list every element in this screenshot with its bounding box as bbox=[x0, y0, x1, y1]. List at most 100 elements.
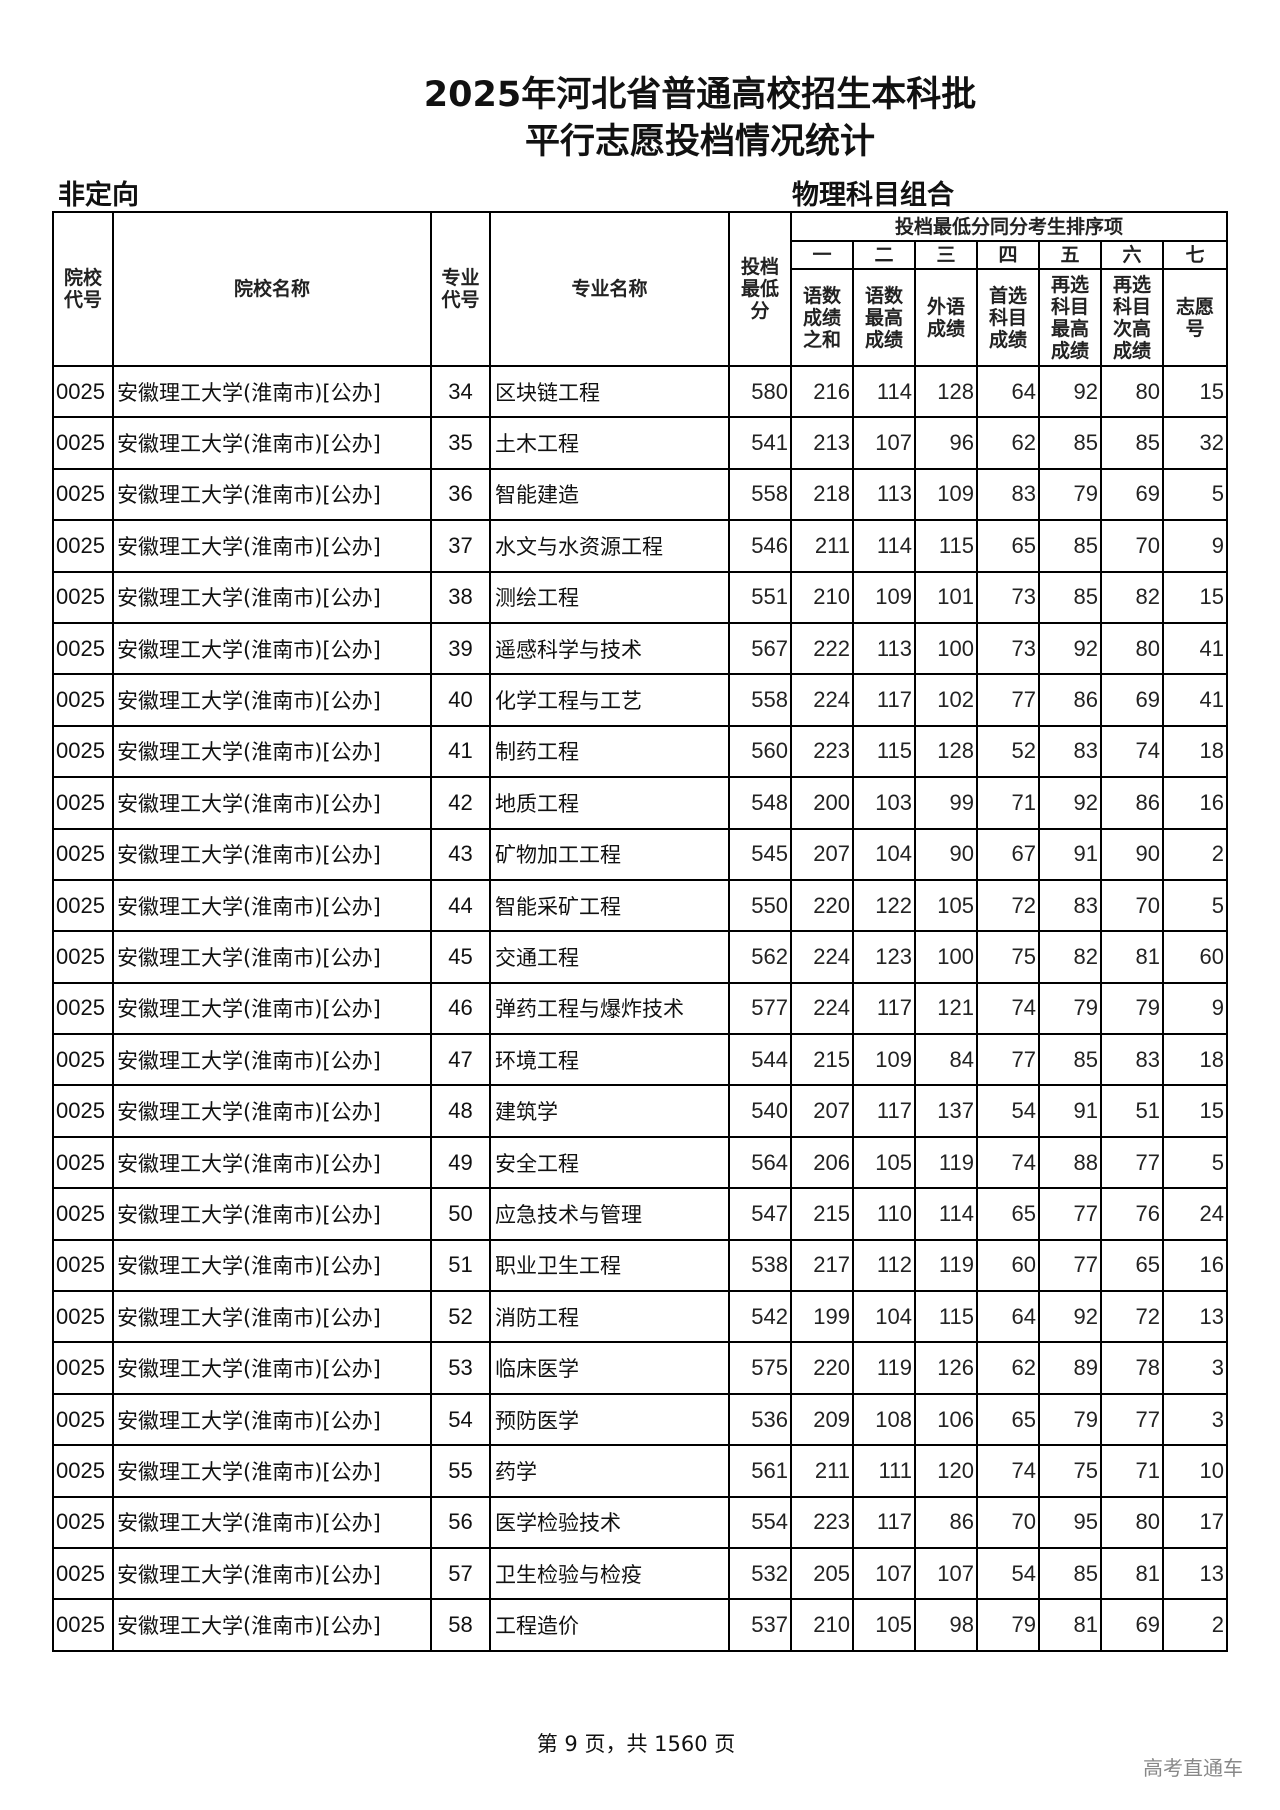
cell-major-code: 37 bbox=[430, 519, 491, 573]
cell-reselect-highest: 92 bbox=[1038, 776, 1102, 830]
cell-min-score: 548 bbox=[728, 776, 792, 830]
header-tiebreak-number: 二 bbox=[852, 240, 916, 270]
cell-major-code: 35 bbox=[430, 416, 491, 470]
cell-major-name: 预防医学 bbox=[489, 1392, 730, 1447]
header-item-row: 语数成绩之和 语数最高成绩 外语成绩 首选科目成绩 再选科目最高成绩 再选科目次高成绩 志愿… bbox=[53, 268, 1228, 367]
cell-score-sum-chinese-math: 211 bbox=[790, 519, 854, 573]
cell-first-choice-subject: 62 bbox=[976, 416, 1040, 470]
cell-foreign-language: 101 bbox=[914, 570, 978, 624]
cell-school-code: 0025 bbox=[52, 1495, 114, 1549]
table-row: 0025 安徽理工大学(淮南市)[公办] 42 地质工程 548 200 103 99 71 92… bbox=[52, 776, 1228, 830]
table-row: 0025 安徽理工大学(淮南市)[公办] 46 弹药工程与爆炸技术 577 224 117 1… bbox=[52, 981, 1228, 1036]
cell-preference-number: 15 bbox=[1162, 1084, 1228, 1138]
cell-min-score: 575 bbox=[728, 1341, 792, 1395]
cell-major-code: 55 bbox=[430, 1444, 491, 1498]
cell-reselect-second: 72 bbox=[1100, 1290, 1164, 1344]
cell-reselect-highest: 79 bbox=[1038, 981, 1102, 1036]
cell-major-name: 土木工程 bbox=[489, 416, 730, 470]
cell-school-code: 0025 bbox=[52, 827, 114, 881]
cell-reselect-second: 81 bbox=[1100, 930, 1164, 984]
cell-preference-number: 3 bbox=[1162, 1392, 1228, 1447]
cell-min-score: 554 bbox=[728, 1495, 792, 1549]
cell-score-sum-chinese-math: 223 bbox=[790, 1495, 854, 1549]
cell-first-choice-subject: 67 bbox=[976, 827, 1040, 881]
cell-preference-number: 16 bbox=[1162, 1238, 1228, 1293]
cell-foreign-language: 119 bbox=[914, 1135, 978, 1190]
header-tiebreak-number: 六 bbox=[1100, 240, 1164, 270]
cell-reselect-second: 77 bbox=[1100, 1392, 1164, 1447]
cell-school-name: 安徽理工大学(淮南市)[公办] bbox=[112, 621, 432, 676]
cell-score-sum-chinese-math: 217 bbox=[790, 1238, 854, 1293]
cell-min-score: 546 bbox=[728, 519, 792, 573]
cell-reselect-second: 80 bbox=[1100, 364, 1164, 419]
cell-preference-number: 41 bbox=[1162, 673, 1228, 727]
cell-first-choice-subject: 65 bbox=[976, 519, 1040, 573]
cell-major-code: 46 bbox=[430, 981, 491, 1036]
table-row: 0025 安徽理工大学(淮南市)[公办] 39 遥感科学与技术 567 222 113 100… bbox=[52, 621, 1228, 676]
cell-school-name: 安徽理工大学(淮南市)[公办] bbox=[112, 1341, 432, 1395]
cell-min-score: 558 bbox=[728, 467, 792, 522]
cell-min-score: 551 bbox=[728, 570, 792, 624]
cell-foreign-language: 100 bbox=[914, 621, 978, 676]
table-row: 0025 安徽理工大学(淮南市)[公办] 35 土木工程 541 213 107 96 62 85… bbox=[52, 416, 1228, 470]
cell-foreign-language: 126 bbox=[914, 1341, 978, 1395]
cell-major-name: 工程造价 bbox=[489, 1598, 730, 1652]
cell-first-choice-subject: 77 bbox=[976, 673, 1040, 727]
cell-max-chinese-math: 109 bbox=[852, 570, 916, 624]
cell-preference-number: 17 bbox=[1162, 1495, 1228, 1549]
cell-foreign-language: 114 bbox=[914, 1187, 978, 1241]
cell-reselect-second: 83 bbox=[1100, 1033, 1164, 1087]
page-footer: 第 9 页，共 1560 页 bbox=[536, 1732, 736, 1756]
header-tiebreak-item-label: 再选科目次高成绩 bbox=[1112, 273, 1151, 362]
watermark: 高考直通车 bbox=[1143, 1756, 1243, 1780]
cell-preference-number: 5 bbox=[1162, 878, 1228, 933]
cell-foreign-language: 137 bbox=[914, 1084, 978, 1138]
cell-school-name: 安徽理工大学(淮南市)[公办] bbox=[112, 1238, 432, 1293]
cell-major-code: 53 bbox=[430, 1341, 491, 1395]
table-row: 0025 安徽理工大学(淮南市)[公办] 51 职业卫生工程 538 217 112 119 6… bbox=[52, 1238, 1228, 1293]
cell-reselect-second: 69 bbox=[1100, 1598, 1164, 1652]
cell-reselect-second: 86 bbox=[1100, 776, 1164, 830]
cell-reselect-second: 80 bbox=[1100, 621, 1164, 676]
header-tiebreak-number: 四 bbox=[976, 240, 1040, 270]
cell-min-score: 562 bbox=[728, 930, 792, 984]
cell-first-choice-subject: 65 bbox=[976, 1392, 1040, 1447]
cell-score-sum-chinese-math: 206 bbox=[790, 1135, 854, 1190]
cell-school-code: 0025 bbox=[52, 416, 114, 470]
cell-min-score: 558 bbox=[728, 673, 792, 727]
cell-score-sum-chinese-math: 223 bbox=[790, 724, 854, 779]
cell-min-score: 540 bbox=[728, 1084, 792, 1138]
cell-major-name: 医学检验技术 bbox=[489, 1495, 730, 1549]
cell-max-chinese-math: 111 bbox=[852, 1444, 916, 1498]
cell-score-sum-chinese-math: 218 bbox=[790, 467, 854, 522]
header-tiebreak-item-label: 首选科目成绩 bbox=[988, 284, 1027, 351]
cell-max-chinese-math: 113 bbox=[852, 621, 916, 676]
cell-max-chinese-math: 113 bbox=[852, 467, 916, 522]
cell-school-name: 安徽理工大学(淮南市)[公办] bbox=[112, 1290, 432, 1344]
cell-score-sum-chinese-math: 220 bbox=[790, 1341, 854, 1395]
table-row: 0025 安徽理工大学(淮南市)[公办] 43 矿物加工工程 545 207 104 90 67… bbox=[52, 827, 1228, 881]
cell-foreign-language: 121 bbox=[914, 981, 978, 1036]
cell-school-code: 0025 bbox=[52, 1392, 114, 1447]
cell-major-name: 职业卫生工程 bbox=[489, 1238, 730, 1293]
cell-school-name: 安徽理工大学(淮南市)[公办] bbox=[112, 570, 432, 624]
cell-major-code: 42 bbox=[430, 776, 491, 830]
cell-foreign-language: 115 bbox=[914, 1290, 978, 1344]
cell-school-name: 安徽理工大学(淮南市)[公办] bbox=[112, 1187, 432, 1241]
header-tiebreak-item: 志愿号 bbox=[1162, 268, 1228, 367]
cell-score-sum-chinese-math: 207 bbox=[790, 827, 854, 881]
cell-major-name: 制药工程 bbox=[489, 724, 730, 779]
cell-major-code: 41 bbox=[430, 724, 491, 779]
cell-reselect-second: 82 bbox=[1100, 570, 1164, 624]
cell-school-code: 0025 bbox=[52, 570, 114, 624]
cell-major-name: 测绘工程 bbox=[489, 570, 730, 624]
cell-reselect-second: 65 bbox=[1100, 1238, 1164, 1293]
cell-first-choice-subject: 52 bbox=[976, 724, 1040, 779]
cell-min-score: 532 bbox=[728, 1546, 792, 1601]
cell-major-code: 40 bbox=[430, 673, 491, 727]
header-major-code: 专业代号 bbox=[430, 211, 491, 367]
cell-reselect-highest: 89 bbox=[1038, 1341, 1102, 1395]
header-min-score-label: 投档最低分 bbox=[740, 256, 779, 322]
cell-major-name: 环境工程 bbox=[489, 1033, 730, 1087]
table-row: 0025 安徽理工大学(淮南市)[公办] 38 测绘工程 551 210 109 101 73 8… bbox=[52, 570, 1228, 624]
